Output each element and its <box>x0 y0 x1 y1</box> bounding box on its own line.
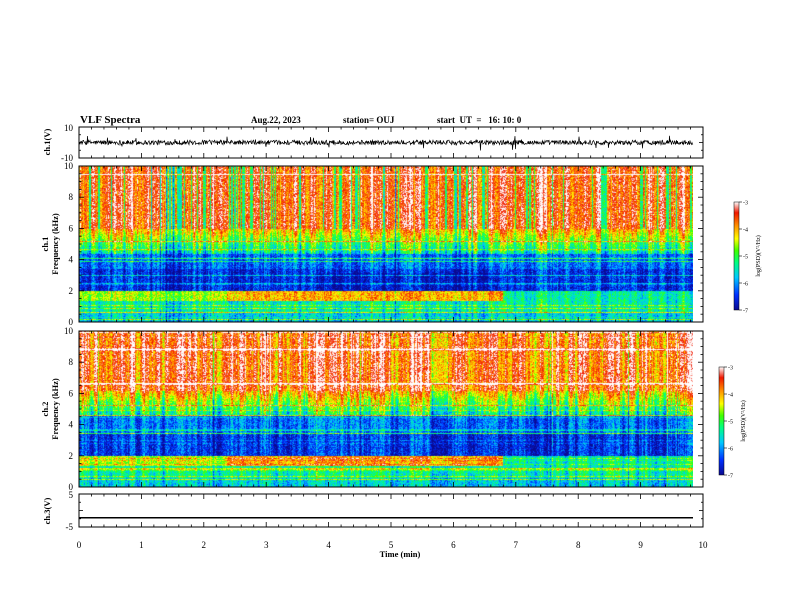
x-tick-label: 10 <box>699 540 709 550</box>
ch1-colorbar-tick-label: -5 <box>743 255 748 261</box>
ch1-channel-label: ch.1 <box>40 237 50 252</box>
ch1-frequency-label: Frequency (kHz) <box>50 213 60 275</box>
x-tick-label: 9 <box>638 540 643 550</box>
ch2-colorbar-tick-label: -6 <box>728 447 733 453</box>
x-tick-label: 4 <box>326 540 331 550</box>
ch1-waveform-ticks <box>78 126 704 159</box>
ch1-colorbar-scale <box>733 201 740 311</box>
ch3-wave-ytick-top: 5 <box>69 490 74 500</box>
ch2-spec-ytick-label: 2 <box>69 451 74 461</box>
ch1-waveform-ylabel: ch.1(V) <box>42 128 52 155</box>
ch1-wave-ytick-bottom: -10 <box>61 153 73 163</box>
ch2-spec-ytick-label: 4 <box>69 420 74 430</box>
ch1-spec-ytick-label: 6 <box>69 223 74 233</box>
ch2-spec-ytick-label: 0 <box>69 482 74 492</box>
ch2-colorbar: -3 -4 -5 -6 -7 log(PSD)(V²/Hz) <box>718 366 747 480</box>
x-tick-label: 1 <box>139 540 144 550</box>
ch2-colorbar-tick-label: -5 <box>728 420 733 426</box>
ch2-colorbar-ticks: -3 -4 -5 -6 -7 <box>724 366 733 480</box>
ch2-colorbar-tick-label: -3 <box>728 366 733 372</box>
ch1-waveform-trace <box>78 135 694 151</box>
ch3-waveform-ticks <box>78 493 704 528</box>
x-axis-tick-labels: 0 1 2 3 4 5 6 7 8 9 10 <box>77 540 708 550</box>
figure-title: VLF Spectra <box>80 114 141 126</box>
header-station: station= OUJ <box>343 115 395 125</box>
x-tick-label: 8 <box>576 540 581 550</box>
x-tick-label: 6 <box>451 540 456 550</box>
x-tick-label: 7 <box>514 540 519 550</box>
x-tick-label: 3 <box>264 540 269 550</box>
ch1-spec-ytick-label: 4 <box>69 255 74 265</box>
ch2-colorbar-scale <box>718 366 725 476</box>
header-start-time: start UT = 16: 10: 0 <box>437 115 522 125</box>
ch2-channel-label: ch.2 <box>40 402 50 417</box>
x-axis-label: Time (min) <box>380 549 421 559</box>
x-tick-label: 5 <box>389 540 394 550</box>
ch1-spectrogram-ytick-labels: 0 2 4 6 8 10 <box>64 161 74 327</box>
ch1-spec-ytick-label: 2 <box>69 286 74 296</box>
ch2-spectrogram-ticks <box>78 330 704 488</box>
ch1-colorbar: -3 -4 -5 -6 -7 log(PSD)(V²/Hz) <box>733 201 762 315</box>
ch1-spectrogram-panel: 0 2 4 6 8 10 ch.1 Frequency (kHz) <box>40 161 704 327</box>
header-date: Aug.22, 2023 <box>251 115 301 125</box>
ch2-spec-ytick-label: 8 <box>69 357 74 367</box>
x-tick-label: 0 <box>77 540 82 550</box>
ch3-waveform-ylabel: ch.3(V) <box>42 497 52 524</box>
ch2-colorbar-tick-label: -4 <box>728 393 733 399</box>
ch2-spec-ytick-label: 6 <box>69 388 74 398</box>
ch2-colorbar-tick-label: -7 <box>728 474 733 480</box>
ch3-waveform-panel: 5 -5 ch.3(V) <box>42 490 704 532</box>
ch2-spectrogram-panel: 0 2 4 6 8 10 ch.2 Frequency (kHz) <box>40 326 704 492</box>
ch2-spectrogram-image <box>79 331 693 487</box>
ch1-colorbar-tick-label: -7 <box>743 309 748 315</box>
ch3-wave-ytick-bottom: -5 <box>66 522 74 532</box>
ch1-spec-ytick-label: 0 <box>69 317 74 327</box>
ch1-colorbar-label: log(PSD)(V²/Hz) <box>755 235 762 276</box>
x-tick-label: 2 <box>202 540 207 550</box>
ch2-spectrogram-ytick-labels: 0 2 4 6 8 10 <box>64 326 74 492</box>
ch2-spec-ytick-label: 10 <box>64 326 74 336</box>
ch1-spec-ytick-label: 8 <box>69 192 74 202</box>
ch2-colorbar-label: log(PSD)(V²/Hz) <box>740 400 747 441</box>
ch1-spectrogram-image <box>79 166 693 322</box>
ch1-spec-ytick-label: 10 <box>64 161 74 171</box>
ch1-colorbar-tick-label: -6 <box>743 282 748 288</box>
ch1-colorbar-ticks: -3 -4 -5 -6 -7 <box>739 201 748 315</box>
ch1-waveform-panel: 10 -10 ch.1(V) <box>42 123 704 163</box>
ch1-colorbar-tick-label: -3 <box>743 201 748 207</box>
ch2-frequency-label: Frequency (kHz) <box>50 378 60 440</box>
ch1-colorbar-tick-label: -4 <box>743 228 748 234</box>
ch1-spectrogram-ticks <box>78 165 704 323</box>
ch1-wave-ytick-top: 10 <box>64 123 74 133</box>
